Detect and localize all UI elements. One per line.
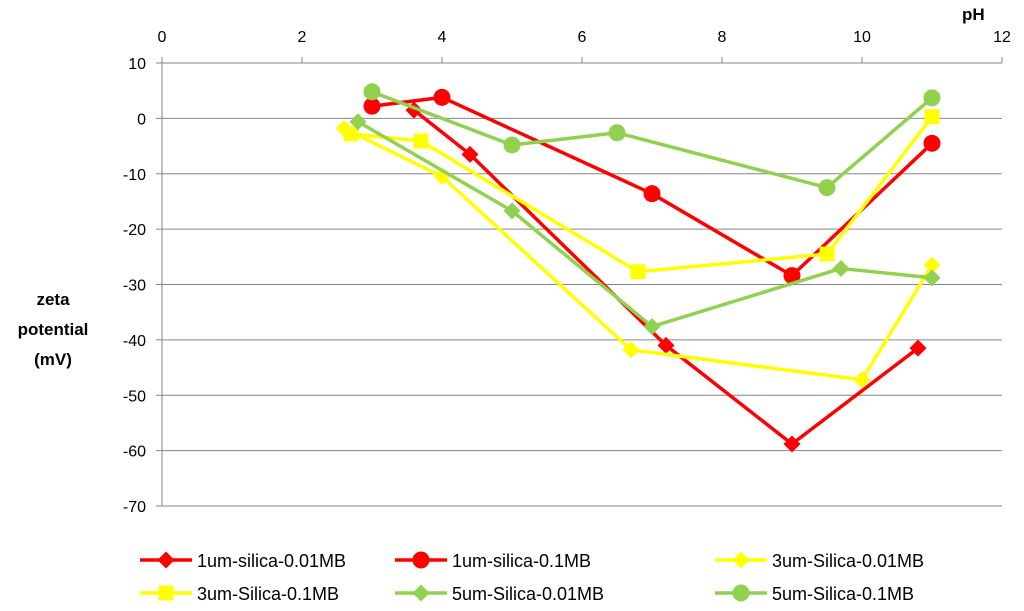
- y-tick-labels: 10 0 -10 -20 -30 -40 -50 -60 -70: [123, 56, 162, 516]
- legend-label: 3um-Silica-0.01MB: [772, 551, 924, 571]
- y-tick-label: -10: [123, 167, 146, 184]
- legend-item: 1um-silica-0.01MB: [140, 551, 346, 571]
- y-tick-label: -20: [123, 222, 146, 239]
- data-point: [643, 318, 661, 336]
- y-tick-label: -30: [123, 278, 146, 295]
- data-point: [832, 259, 850, 277]
- data-point: [343, 126, 359, 142]
- legend-item: 1um-silica-0.1MB: [395, 551, 591, 571]
- y-tick-label: 10: [128, 56, 146, 73]
- legend-label: 5um-Silica-0.1MB: [772, 584, 914, 604]
- data-point: [924, 109, 940, 125]
- series-1: [405, 101, 927, 453]
- data-point: [630, 264, 646, 280]
- data-point: [503, 136, 521, 154]
- grid-lines: [162, 62, 1002, 507]
- legend-item: 5um-Silica-0.1MB: [715, 584, 914, 604]
- x-axis-title: pH: [962, 5, 985, 24]
- legend-swatch-marker: [412, 584, 430, 602]
- x-tick-label: 2: [298, 29, 307, 46]
- data-point: [783, 267, 801, 285]
- legend-swatch-marker: [732, 584, 750, 602]
- legend-label: 5um-Silica-0.01MB: [452, 584, 604, 604]
- legend: 1um-silica-0.01MB 1um-silica-0.1MB 3um-Sil…: [140, 551, 924, 604]
- y-tick-label: 0: [137, 111, 146, 128]
- data-point: [853, 371, 871, 389]
- data-point: [622, 341, 640, 359]
- legend-label: 1um-silica-0.01MB: [197, 551, 346, 571]
- x-tick-label: 6: [578, 29, 587, 46]
- x-tick-label: 8: [718, 29, 727, 46]
- legend-item: 5um-Silica-0.01MB: [395, 584, 604, 604]
- y-axis-title-line-3: (mV): [34, 350, 72, 369]
- data-series: [335, 83, 941, 453]
- data-point: [608, 124, 626, 142]
- legend-swatch-marker: [158, 585, 174, 601]
- x-tick-labels: 0 2 4 6 8 10 12: [158, 29, 1011, 63]
- data-point: [363, 83, 381, 101]
- y-tick-label: -60: [123, 444, 146, 461]
- data-point: [643, 185, 661, 203]
- data-point: [657, 336, 675, 354]
- data-point: [923, 89, 941, 107]
- legend-swatch-marker: [732, 551, 750, 569]
- legend-label: 1um-silica-0.1MB: [452, 551, 591, 571]
- y-axis-title-line-1: zeta: [36, 290, 70, 309]
- data-point: [503, 202, 521, 220]
- data-point: [363, 97, 381, 115]
- y-tick-label: -40: [123, 333, 146, 350]
- data-point: [909, 339, 927, 357]
- y-axis-title: zeta potential (mV): [18, 290, 89, 369]
- data-point: [819, 246, 835, 262]
- data-point: [923, 256, 941, 274]
- series-2: [363, 88, 941, 285]
- x-tick-label: 10: [853, 29, 871, 46]
- data-point: [923, 134, 941, 152]
- x-tick-label: 4: [438, 29, 447, 46]
- series-line: [412, 108, 920, 446]
- data-point: [413, 133, 429, 149]
- x-tick-label: 12: [993, 29, 1011, 46]
- data-point: [818, 179, 836, 197]
- legend-swatch-marker: [412, 551, 430, 569]
- legend-swatch-marker: [157, 551, 175, 569]
- series-4: [343, 109, 940, 280]
- series-line: [371, 90, 934, 190]
- legend-item: 3um-Silica-0.01MB: [715, 551, 924, 571]
- legend-label: 3um-Silica-0.1MB: [197, 584, 339, 604]
- data-point: [923, 269, 941, 287]
- series-5: [349, 113, 941, 336]
- y-tick-label: -70: [123, 499, 146, 516]
- data-point: [461, 145, 479, 163]
- data-point: [349, 113, 367, 131]
- data-point: [783, 435, 801, 453]
- data-point: [433, 88, 451, 106]
- y-tick-label: -50: [123, 388, 146, 405]
- x-tick-label: 0: [158, 29, 167, 46]
- y-axis-title-line-2: potential: [18, 320, 89, 339]
- series-6: [363, 83, 941, 197]
- legend-item: 3um-Silica-0.1MB: [140, 584, 339, 604]
